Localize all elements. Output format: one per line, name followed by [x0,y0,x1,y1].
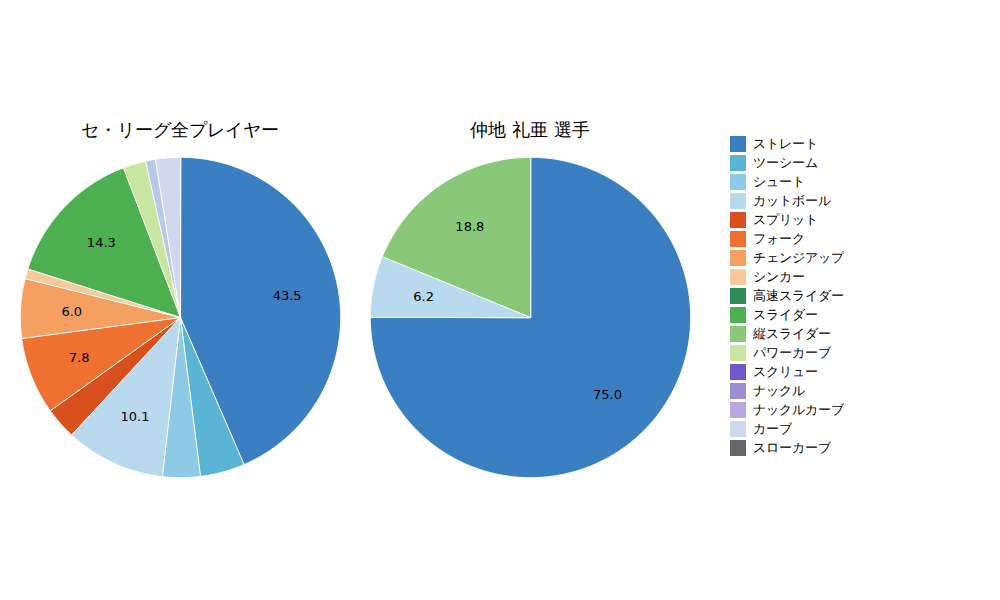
svg-text:43.5: 43.5 [273,288,302,303]
html-text:スクリュー: スクリュー [752,364,818,380]
html-text:縦スライダー: 縦スライダー [752,326,831,342]
html-text:カーブ: カーブ [752,421,792,437]
html-text:シュート: シュート [752,174,805,190]
html-text:スプリット: スプリット [752,212,818,228]
svg-text:6.0: 6.0 [61,304,82,319]
html-text:パワーカーブ: パワーカーブ [752,345,831,361]
html-text:ストレート: ストレート [752,136,818,152]
html-text:仲地 礼亜 選手: 仲地 礼亜 選手 [470,119,590,140]
html-text:スローカーブ: スローカーブ [752,440,831,456]
svg-text:10.1: 10.1 [121,409,150,424]
html-text:ナックル: ナックル [752,383,805,399]
svg-text:18.8: 18.8 [455,219,484,234]
svg-text:14.3: 14.3 [87,235,116,250]
svg-text:75.0: 75.0 [593,387,622,402]
html-text:カットボール: カットボール [752,193,831,209]
html-text:セ・リーグ全プレイヤー: セ・リーグ全プレイヤー [81,119,279,140]
html-text:高速スライダー: 高速スライダー [752,288,844,304]
html-text:ナックルカーブ: ナックルカーブ [752,402,844,418]
svg-text:7.8: 7.8 [69,350,90,365]
html-text:ツーシーム: ツーシーム [752,155,818,171]
svg-text:6.2: 6.2 [413,289,434,304]
html-text:シンカー: シンカー [752,269,805,285]
html-text:スライダー: スライダー [752,307,818,323]
html-text:チェンジアップ: チェンジアップ [752,250,844,266]
html-text:フォーク: フォーク [752,231,805,247]
